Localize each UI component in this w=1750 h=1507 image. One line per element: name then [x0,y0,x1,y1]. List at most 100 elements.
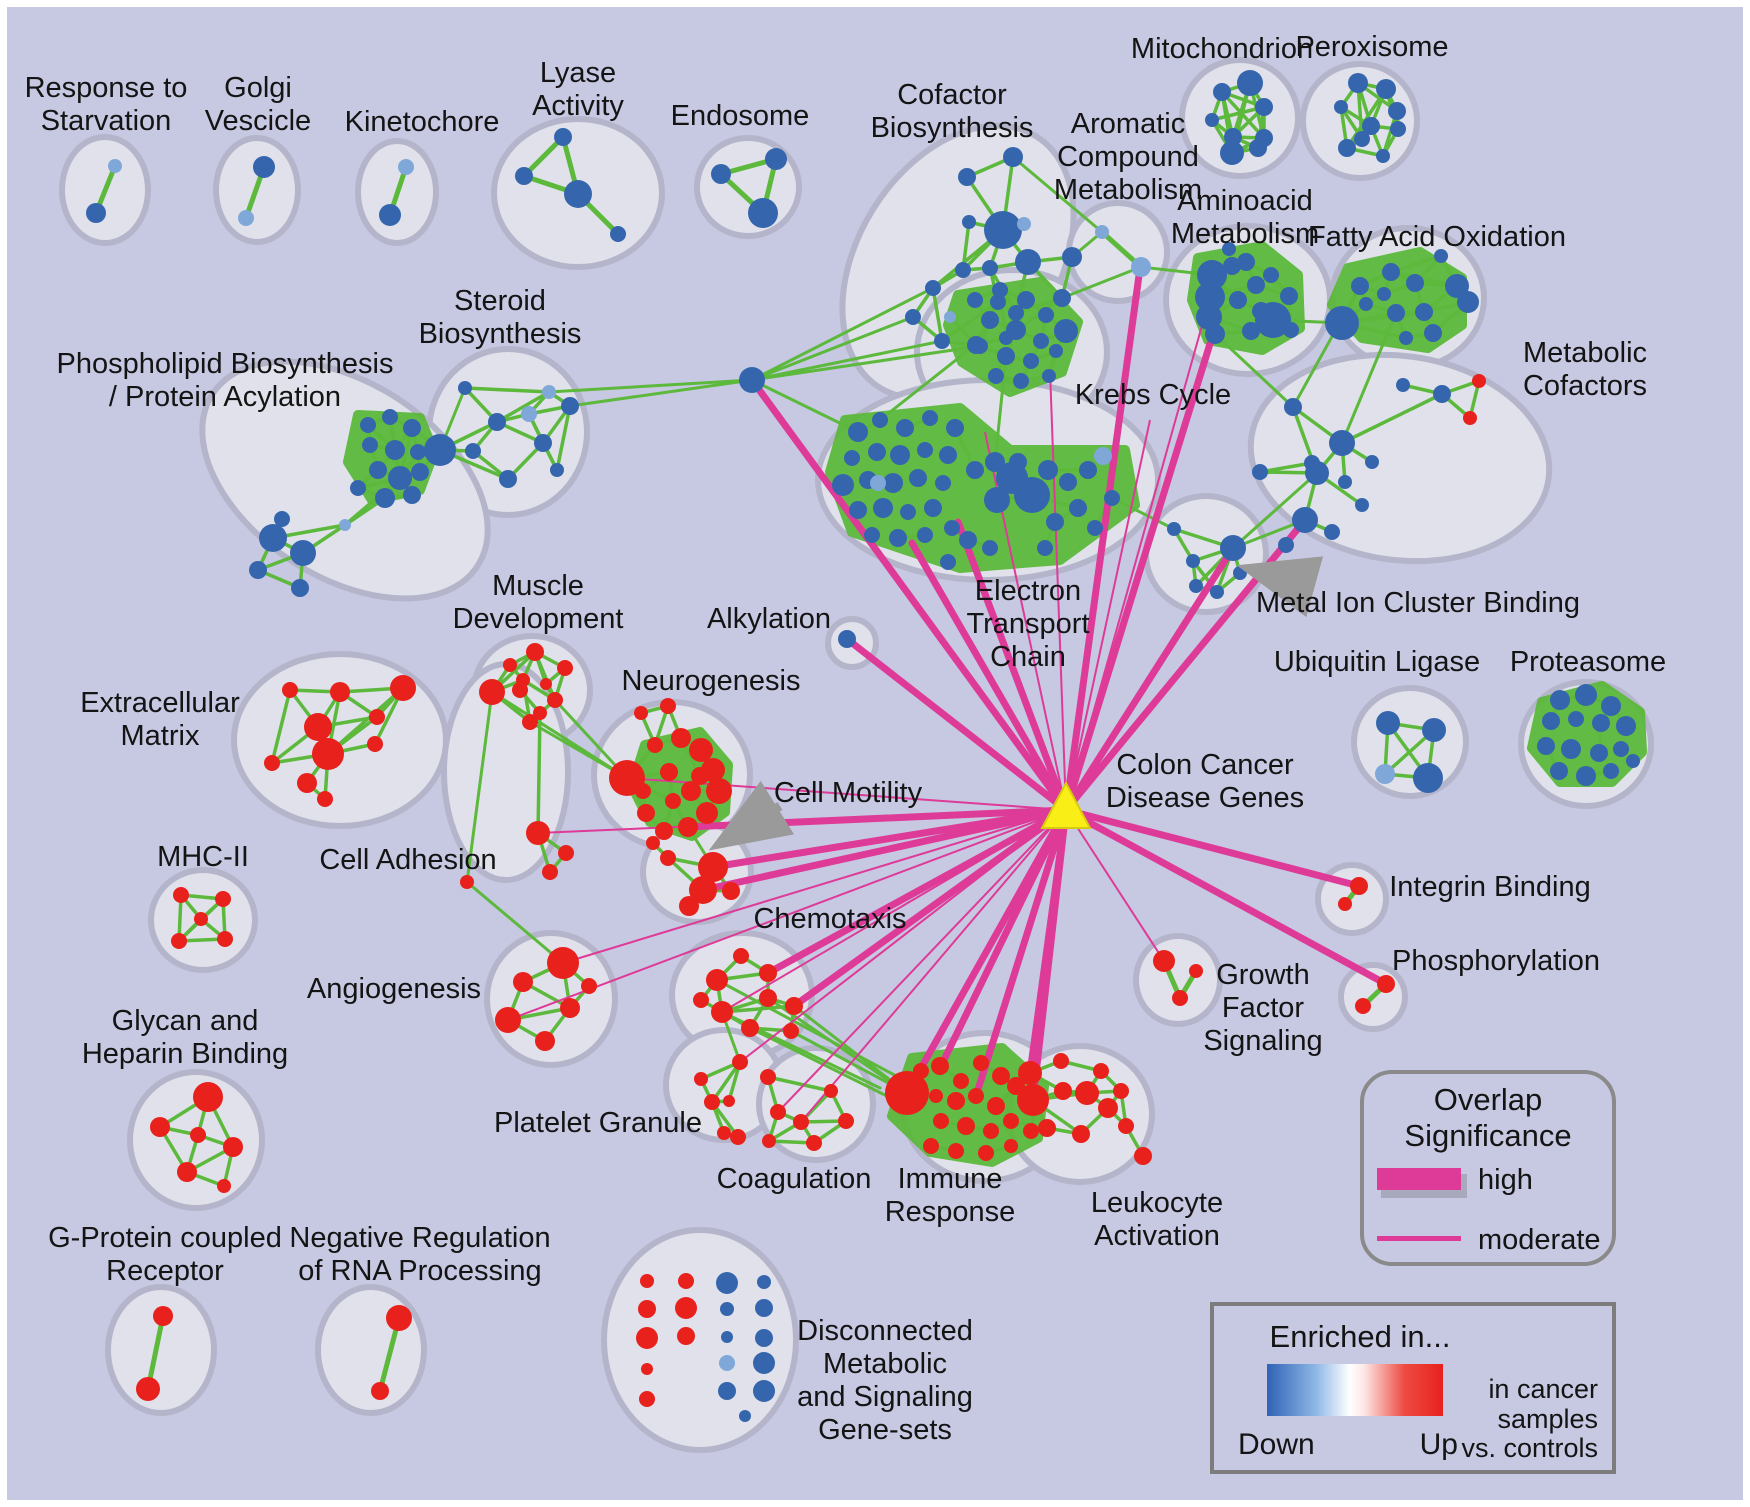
gene-set-node-aminoacid-metabolism [1255,302,1291,338]
gene-set-node-alkylation [838,630,856,648]
gene-set-node-cofactor-biosynthesis [934,333,950,349]
gene-set-node-cell-adhesion [542,864,558,880]
cluster-label-disconnected-gene-sets: Disconnected Metabolic and Signaling Gene-s… [797,1315,973,1446]
gene-set-node-electron-transport-chain [924,499,942,517]
gene-set-node-phosphorylation [1377,975,1395,993]
inter-cluster-edge [750,315,915,382]
gene-set-edge [720,1004,796,1014]
gene-set-node-muscle-development [547,692,563,708]
gene-set-node-disconnected-gene-sets [678,1273,694,1289]
gene-set-node-extracellular-matrix [390,675,416,701]
gene-set-node-electron-transport-chain [883,473,903,493]
gene-set-node-cofactor-biosynthesis [1003,147,1023,167]
legend-note-3: vs. controls [1461,1433,1598,1463]
gene-set-node-aromatic-compound-metabolism [1131,257,1151,277]
gene-set-node-endosome [765,148,787,170]
gene-set-node-electron-transport-chain [900,504,916,520]
gene-set-node-aminoacid-metabolism [1197,260,1227,290]
gene-set-node-neurogenesis [671,728,691,748]
gene-set-node-lyase-activity [610,226,626,242]
gene-set-node-fatty-acid-oxidation [1399,331,1413,345]
cluster-label-mhc-ii: MHC-II [157,841,249,873]
gene-set-node-mitochondrion [1237,70,1263,96]
gene-set-node-cofactor-biosynthesis [962,215,976,229]
gene-set-node-immune-response [953,1073,969,1089]
gene-set-node-proteasome [1568,711,1584,727]
gene-set-node-extracellular-matrix [330,682,350,702]
gene-set-node-immune-response [983,1123,999,1139]
gene-set-node-electron-transport-chain [959,531,977,549]
gene-set-node-immune-response [913,1063,929,1079]
gene-set-node-electron-transport-chain [844,450,860,466]
gene-set-node-electron-transport-chain [1087,520,1103,536]
inter-cluster-edge [878,343,977,422]
gene-set-node-electron-transport-chain [1038,460,1058,480]
gene-set-node-cell-motility [646,836,660,850]
layer-nodes [86,70,1640,1422]
legend-enriched-title: Enriched in... [1270,1319,1451,1354]
gene-set-node-electron-transport-chain [868,443,886,461]
gene-set-node-muscle-development [540,678,552,690]
gene-set-node-metal-ion-cluster-binding [1233,566,1247,580]
legend-down-label: Down [1238,1428,1315,1461]
cluster-label-immune-response: Immune Response [885,1163,1016,1228]
gene-set-node-coagulation [760,1069,776,1085]
gene-set-node-cofactor-biosynthesis [958,168,976,186]
gene-set-node-cell-adhesion [533,706,547,720]
cluster-label-platelet-granule: Platelet Granule [494,1107,702,1139]
gene-set-node-disconnected-gene-sets [755,1299,773,1317]
gene-set-node-neurogenesis [665,793,681,809]
gene-set-node-electron-transport-chain [1037,540,1053,556]
gene-set-node-electron-transport-chain [873,498,893,518]
gene-set-node-angiogenesis [535,1031,555,1051]
gene-set-node-phospholipid-biosynthesis [350,480,366,496]
cluster-label-endosome: Endosome [671,100,810,132]
gene-set-node-metal-ion-cluster-binding [1220,535,1246,561]
gene-set-node-phospholipid-biosynthesis [411,463,429,481]
gene-set-node-chemotaxis [759,989,777,1007]
cluster-label-metal-ion-cluster-binding: Metal Ion Cluster Binding [1256,587,1580,619]
gene-set-node-leukocyte-activation [1072,1125,1090,1143]
gene-set-node-neurogenesis [637,804,655,822]
gene-set-node-metabolic-cofactors [1396,378,1410,392]
gene-set-node-extracellular-matrix [282,682,298,698]
gene-set-node-metabolic-cofactors [1292,507,1318,533]
gene-set-node-mitochondrion [1205,113,1219,127]
gene-set-node-neurogenesis [689,738,713,762]
gene-set-node-metabolic-cofactors [1463,411,1477,425]
gene-set-node-g-protein-coupled-receptor [153,1306,173,1326]
gene-set-node-cofactor-biosynthesis [990,294,1006,310]
gene-set-node-electron-transport-chain [939,446,957,464]
layer-labels: Response to Starvation Golgi Vescicle Kineto… [25,31,1667,1446]
gene-set-edge [555,404,572,472]
gene-set-node-angiogenesis [495,1007,521,1033]
legend-overlap-box [1360,1070,1616,1266]
cluster-label-neurogenesis: Neurogenesis [622,665,801,697]
overlap-edge-high [937,806,1070,1070]
overlap-edge-high [954,518,1070,814]
cluster-label-alkylation: Alkylation [707,603,831,635]
gene-set-node-platelet-granule [694,1072,708,1086]
gene-set-node-phospholipid-biosynthesis [375,488,395,508]
overlap-edge-high [1062,544,1237,814]
cluster-label-growth-factor-signaling: Growth Factor Signaling [1203,959,1322,1057]
gene-set-node-glycan-heparin-binding [217,1179,231,1193]
gene-set-node-steroid-biosynthesis [499,470,517,488]
cluster-label-aminoacid-metabolism: Aminoacid Metabolism [1171,185,1319,250]
gene-set-node-muscle-development [526,643,544,661]
gene-set-node-metabolic-cofactors [1324,524,1340,540]
gene-set-node-electron-transport-chain [872,412,888,428]
cluster-label-fatty-acid-oxidation: Fatty Acid Oxidation [1308,221,1566,253]
gene-set-node-electron-transport-chain [982,540,998,556]
gene-set-node-steroid-biosynthesis [465,443,481,459]
gene-set-node-steroid-biosynthesis [542,385,556,399]
gene-set-node-immune-response [923,1138,939,1154]
gene-set-node-immune-response [929,1089,943,1103]
metal-ion-pointer-arrow-icon [1236,556,1324,618]
gene-set-node-immune-response [978,1145,994,1161]
gene-set-node-proteasome [1613,741,1629,757]
gene-set-node-glycan-heparin-binding [190,1127,206,1143]
cluster-label-proteasome: Proteasome [1510,646,1666,678]
gene-set-node-metal-ion-cluster-binding [1189,579,1203,593]
cluster-label-phospholipid-biosynthesis: Phospholipid Biosynthesis / Protein Acyla… [57,348,394,413]
